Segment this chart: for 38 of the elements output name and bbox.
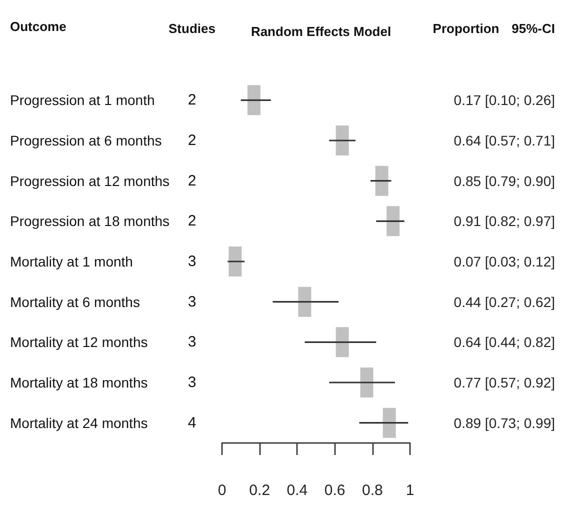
data-label: 0.07 [0.03; 0.12] <box>454 254 555 270</box>
text: 3 <box>188 293 196 310</box>
x-tick-label: 0.8 <box>362 482 383 499</box>
data-label: 0.64 [0.44; 0.82] <box>454 334 555 350</box>
y-tick-label: Progression at 6 months <box>10 132 162 148</box>
text: 95%-CI <box>512 21 555 36</box>
data-label: 0.77 [0.57; 0.92] <box>454 374 555 390</box>
data-label: 0.44 [0.27; 0.62] <box>454 294 555 310</box>
x-tick-label: 0.6 <box>324 482 346 499</box>
y-tick-label: Mortality at 24 months <box>10 414 148 431</box>
y-axis-title: Outcome <box>10 19 66 34</box>
text: 4 <box>188 414 196 432</box>
y-tick-label: Mortality at 18 months <box>10 374 148 390</box>
x-tick-label: 0.4 <box>286 482 308 499</box>
data-label: 0.85 [0.79; 0.90] <box>454 172 555 189</box>
data-label: 0.89 [0.73; 0.99] <box>454 414 555 431</box>
y-tick-label: Mortality at 6 months <box>10 294 140 310</box>
text: Studies <box>168 21 216 36</box>
text: Proportion <box>432 21 500 36</box>
y-tick-label: Progression at 12 months <box>10 172 170 189</box>
data-label: 0.17 [0.10; 0.26] <box>454 92 555 108</box>
x-tick-label: 0.2 <box>249 482 270 499</box>
text: 3 <box>188 334 196 351</box>
y-tick-label: Mortality at 12 months <box>10 334 148 350</box>
x-tick-label: 0 <box>218 482 226 499</box>
text: 2 <box>188 132 196 149</box>
text: 3 <box>188 253 196 270</box>
y-tick-label: Progression at 18 months <box>10 213 170 230</box>
text: 2 <box>188 172 196 190</box>
chart-title: Random Effects Model <box>250 24 392 39</box>
data-label: 0.91 [0.82; 0.97] <box>454 213 555 230</box>
y-tick-label: Progression at 1 month <box>10 92 155 108</box>
data-label: 0.64 [0.57; 0.71] <box>454 132 555 148</box>
y-tick-label: Mortality at 1 month <box>10 254 133 270</box>
text: 3 <box>188 374 196 391</box>
text: 2 <box>188 212 196 230</box>
x-tick-label: 1 <box>406 482 414 499</box>
text: 2 <box>188 92 196 109</box>
